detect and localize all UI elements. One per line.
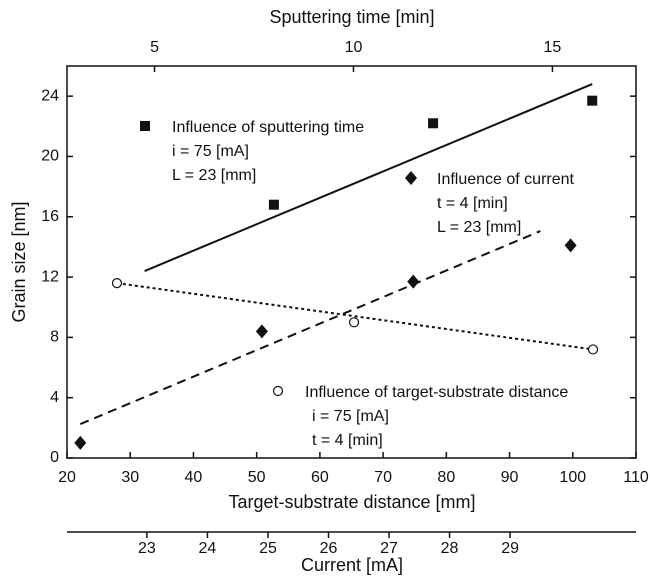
x-tick-label: 50 <box>248 469 266 486</box>
current-tick-label: 24 <box>199 540 217 557</box>
legend-detail: L = 23 [mm] <box>437 219 521 236</box>
y-tick-label: 8 <box>50 329 59 346</box>
current-tick-label: 27 <box>380 540 398 557</box>
circle-marker <box>111 278 123 289</box>
current-tick-label: 28 <box>441 540 459 557</box>
legend-label: Influence of sputtering time <box>172 119 364 136</box>
y-tick-label: 4 <box>50 389 59 406</box>
fit-line <box>116 282 594 351</box>
fit-line <box>144 83 593 272</box>
y-tick-label: 12 <box>41 268 59 285</box>
diamond-marker <box>407 274 420 289</box>
diamond-marker <box>255 324 268 339</box>
legend-detail: i = 75 [mA] <box>172 143 249 160</box>
current-tick-label: 23 <box>138 540 156 557</box>
diamond-marker <box>564 238 577 253</box>
x-tick-label: 60 <box>311 469 329 486</box>
square-marker <box>587 95 598 106</box>
legend-label: Influence of current <box>437 171 575 188</box>
y-tick-label: 16 <box>41 208 59 225</box>
current-axis-label: Current [mA] <box>301 555 403 575</box>
current-tick-label: 26 <box>320 540 338 557</box>
x-tick-label: 80 <box>437 469 455 486</box>
square-marker <box>428 118 439 129</box>
diamond-marker <box>74 435 87 450</box>
legend-label: Influence of target-substrate distance <box>305 384 568 401</box>
legend-detail: t = 4 [min] <box>437 195 508 212</box>
x-tick-label: 90 <box>501 469 519 486</box>
plot-frame <box>66 65 637 459</box>
current-tick-label: 29 <box>501 540 519 557</box>
square-marker <box>268 199 279 210</box>
y-tick-label: 0 <box>50 449 59 466</box>
top-axis-label: Sputtering time [min] <box>269 7 434 27</box>
x-tick-label: 40 <box>185 469 203 486</box>
y-tick-label: 24 <box>41 87 59 104</box>
y-tick-label: 20 <box>41 148 59 165</box>
x-tick-label: 100 <box>559 469 586 486</box>
circle-marker <box>587 344 599 355</box>
current-tick-label: 25 <box>259 540 277 557</box>
legend-marker <box>140 121 150 131</box>
fit-line <box>79 230 541 425</box>
y-axis-label: Grain size [nm] <box>9 201 29 322</box>
top-tick-label: 10 <box>345 39 363 56</box>
x-tick-label: 110 <box>623 469 649 486</box>
x-tick-label: 20 <box>58 469 76 486</box>
x-tick-label: 30 <box>121 469 139 486</box>
x-axis-label: Target-substrate distance [mm] <box>228 492 475 512</box>
top-tick-label: 5 <box>150 39 159 56</box>
x-tick-label: 70 <box>374 469 392 486</box>
top-tick-label: 15 <box>544 39 562 56</box>
legend-detail: i = 75 [mA] <box>312 408 389 425</box>
legend-marker <box>405 171 417 185</box>
legend-marker <box>272 385 284 397</box>
legend-detail: L = 23 [mm] <box>172 167 256 184</box>
circle-marker <box>348 317 360 328</box>
legend-detail: t = 4 [min] <box>312 432 383 449</box>
